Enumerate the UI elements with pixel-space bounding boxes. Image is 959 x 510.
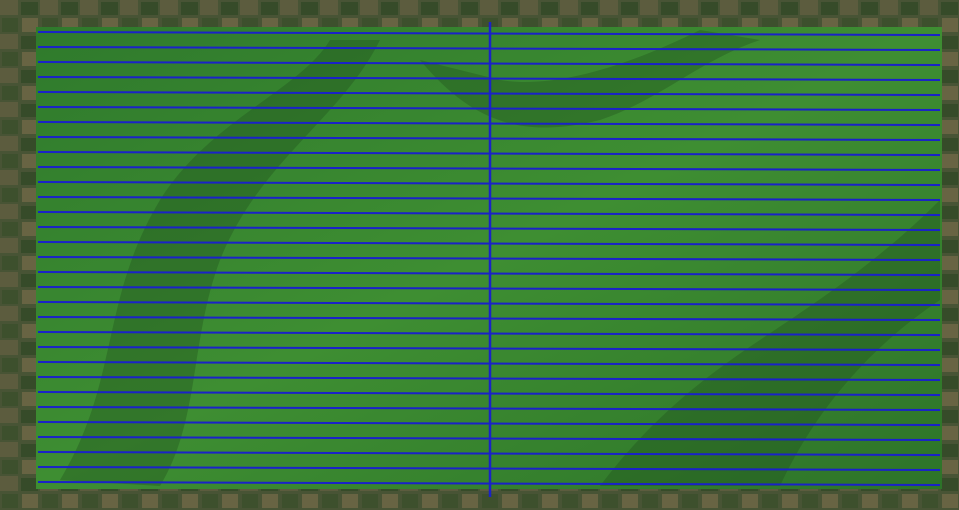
map-view xyxy=(0,0,959,510)
page: (() => { const g = document.getElementBy… xyxy=(0,0,959,510)
